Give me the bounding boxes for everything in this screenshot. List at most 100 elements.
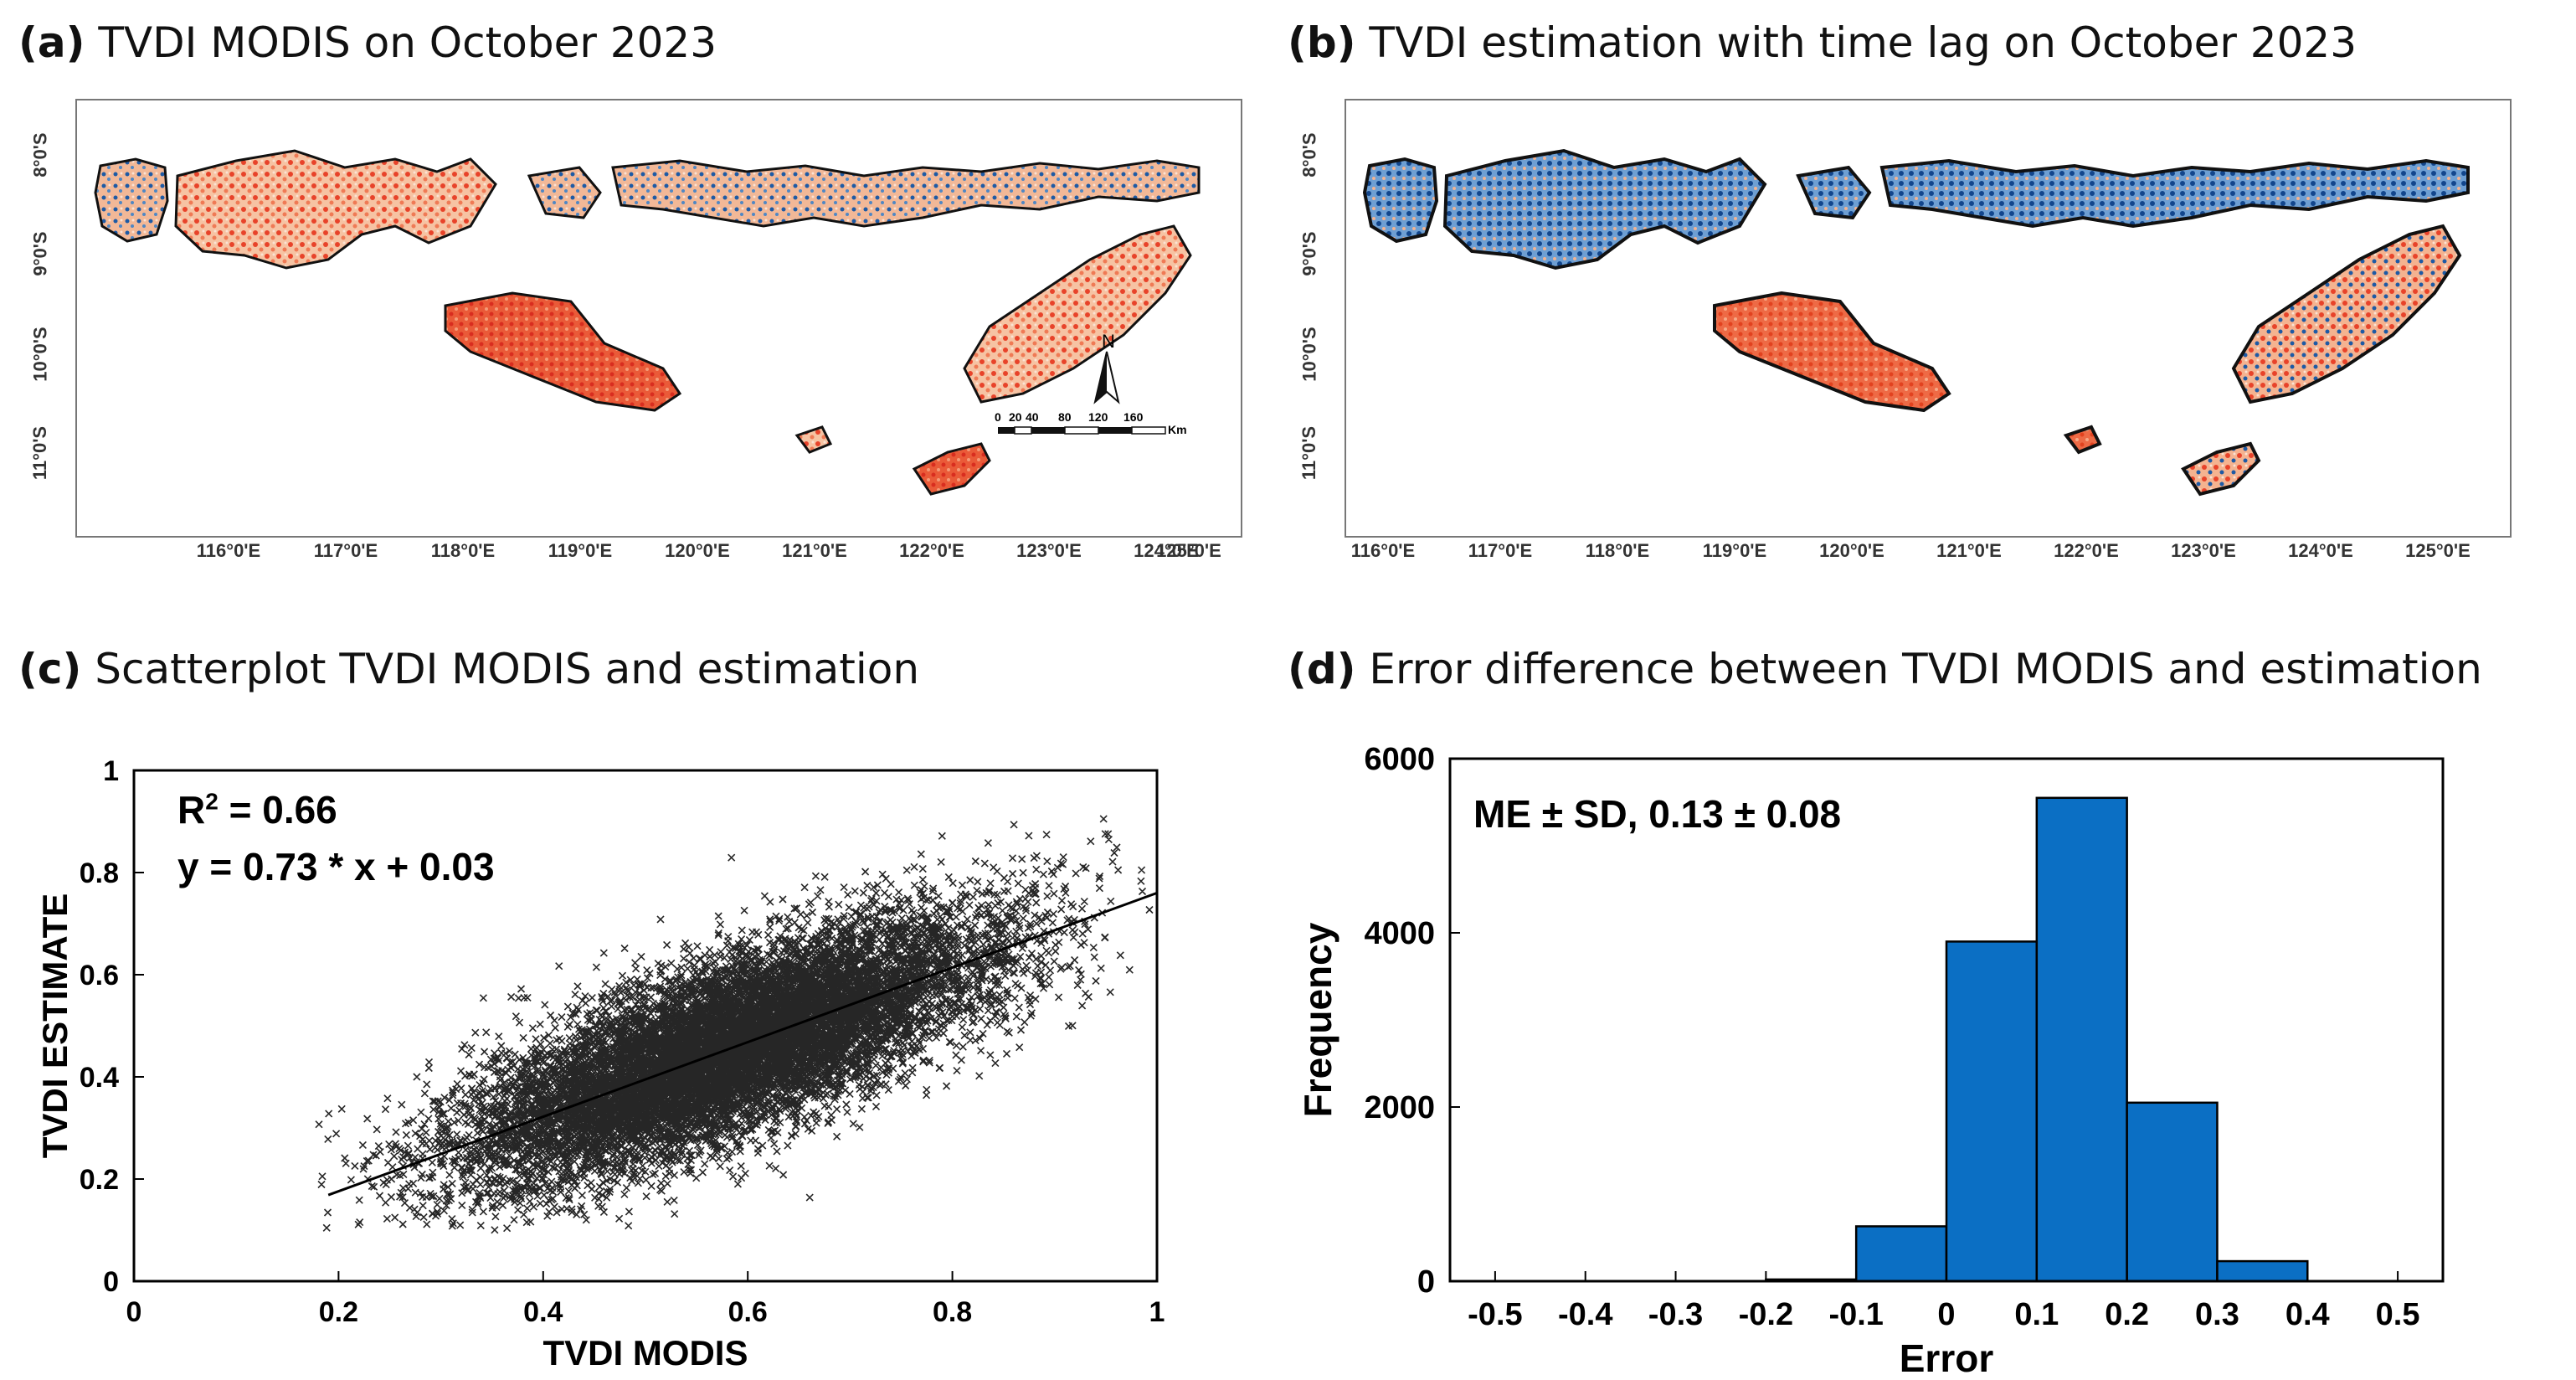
scatter-x-tick-label: 1 [1149,1296,1165,1328]
histogram-x-tick-label: 0.1 [2014,1297,2059,1332]
map-b-lat-label-1: 9°0'S [1298,231,1320,276]
scatter-chart: 0 0.2 0.4 0.6 0.8 1 0 0.2 0.4 0.6 0.8 1 TVDI MODIS… [35,755,1165,1372]
scale-bar-1 [998,427,1015,434]
scatter-y-tick-label: 0.8 [80,857,119,889]
map-b-lon-label-1: 117°0'E [1468,540,1533,561]
map-a-lat-label-1: 9°0'S [29,231,51,276]
scatter-point-markers [315,815,1154,1234]
scale-labels: 0 20 40 80 120 160 Km [995,410,1187,436]
scale-unit: Km [1168,423,1187,436]
histogram-x-tick-label: -0.4 [1558,1297,1612,1332]
map-a-lon-label-0: 116°0'E [196,540,261,561]
r2-prefix: R [177,788,206,832]
map-a-lon-label-1: 117°0'E [313,540,378,561]
scatter-x-tick-label: 0.6 [728,1296,768,1328]
histogram-x-ticks: -0.5 -0.4 -0.3 -0.2 -0.1 0 0.1 0.2 0.3 0.4 0.5 [1468,1271,2420,1332]
island-lombok-b [1362,157,1439,244]
map-b-lon-label-7: 123°0'E [2171,540,2236,561]
scatter-x-tick-label: 0.4 [523,1296,563,1328]
r2-value: = 0.66 [218,788,337,832]
scale-bar-4 [1064,426,1099,435]
north-label: N [1102,331,1115,352]
map-a-lon-label-9: 125°0'E [1156,540,1221,561]
me-sd-annotation: ME ± SD, 0.13 ± 0.08 [1473,792,1842,836]
map-a-lon-label-7: 123°0'E [1016,540,1082,561]
histogram-x-tick-label: -0.1 [1828,1297,1883,1332]
histogram-x-axis-label: Error [1900,1336,1994,1380]
map-a-lon-label-6: 122°0'E [899,540,964,561]
panel-d-label: (d) [1288,645,1356,693]
map-b-lat-label-3: 11°0'S [1298,425,1320,481]
scatter-y-tick-label: 0 [103,1266,119,1298]
histogram-y-ticks: 0 2000 4000 6000 [1364,742,1460,1300]
scale-bar-6 [1131,426,1166,435]
histogram-x-tick-label: 0.2 [2105,1297,2149,1332]
map-b-lon-label-3: 119°0'E [1702,540,1767,561]
scale-label-1: 20 [1009,410,1022,424]
scale-bar-3 [1031,427,1065,434]
scatter-y-ticks: 0 0.2 0.4 0.6 0.8 1 [80,755,144,1298]
map-b-lat-label-0: 8°0'S [1298,132,1320,178]
compass-scale: N 0 20 40 80 120 160 Km [995,331,1187,436]
panel-c-label: (c) [18,645,82,693]
histogram-chart: -0.5 -0.4 -0.3 -0.2 -0.1 0 0.1 0.2 0.3 0.4 0.5 0 20… [1296,742,2445,1380]
map-a-lon-label-4: 120°0'E [665,540,730,561]
histogram-x-tick-label: 0.5 [2376,1297,2420,1332]
map-b-islands [1362,148,2470,497]
island-sumbawa-b [1442,148,1767,270]
map-b-lon-label-6: 122°0'E [2054,540,2119,561]
island-sumba-a [444,291,682,412]
map-a-lat-label-0: 8°0'S [29,132,51,178]
map-b [1345,99,2512,538]
island-sawu-a [794,425,833,454]
histogram-bar [2216,1259,2309,1283]
histogram-bar [2126,1101,2219,1283]
histogram-bar [1854,1225,1948,1283]
north-arrow-fill [1095,352,1107,402]
scale-label-0: 0 [995,410,1001,424]
scatter-y-tick-label: 0.6 [80,960,119,991]
histogram-x-tick-label: 0.3 [2195,1297,2239,1332]
histogram-x-tick-label: -0.3 [1648,1297,1703,1332]
island-flores-a [611,159,1201,228]
panel-a-title: (a) TVDI MODIS on October 2023 [18,18,717,67]
histogram-y-tick-label: 4000 [1364,916,1435,951]
map-b-lon-label-5: 121°0'E [1936,540,2002,561]
histogram-bars [1765,796,2309,1283]
panel-c-title: (c) Scatterplot TVDI MODIS and estimatio… [18,645,919,693]
histogram-x-tick-label: 0.4 [2285,1297,2330,1332]
island-flores-b [1879,158,2470,229]
map-b-lon-label-2: 118°0'E [1585,540,1650,561]
island-rote-b [2181,441,2261,497]
r2-annotation: R2 = 0.66 [177,787,337,832]
scale-label-2: 40 [1026,410,1039,424]
scale-bar-2 [1014,426,1032,435]
map-b-svg [1362,148,2470,497]
scatter-y-tick-label: 1 [103,755,119,787]
scatter-x-axis-label: TVDI MODIS [542,1333,748,1372]
scale-label-5: 160 [1123,410,1144,424]
scatter-y-axis-label: TVDI ESTIMATE [35,893,75,1159]
island-timor-b [2231,224,2462,404]
panel-b-title: (b) TVDI estimation with time lag on Oct… [1288,18,2357,67]
scatter-x-ticks: 0 0.2 0.4 0.6 0.8 1 [126,1271,1165,1328]
island-timor-a [963,224,1192,404]
histogram-x-tick-label: 0 [1937,1297,1955,1332]
map-a-lat-label-2: 10°0'S [29,327,51,382]
map-a: N 0 20 40 80 120 160 Km [75,99,1242,538]
scatter-x-tick-label: 0 [126,1296,142,1328]
histogram-y-axis-label: Frequency [1296,922,1339,1117]
map-a-lon-label-2: 118°0'E [430,540,496,561]
map-b-lon-label-8: 124°0'E [2288,540,2353,561]
island-lombok-a [94,157,169,243]
equation-annotation: y = 0.73 * x + 0.03 [177,845,495,888]
map-a-svg: N 0 20 40 80 120 160 Km [94,149,1201,496]
panel-d-title: (d) Error difference between TVDI MODIS … [1288,645,2482,693]
histogram-y-tick-label: 6000 [1364,742,1435,777]
scatter-points [315,815,1154,1234]
map-b-lat-label-2: 10°0'S [1298,327,1320,382]
scatter-x-tick-label: 0.2 [319,1296,358,1328]
scale-bar-5 [1098,427,1132,434]
panel-a-title-text: TVDI MODIS on October 2023 [98,18,717,67]
island-komodo-a [527,166,602,219]
